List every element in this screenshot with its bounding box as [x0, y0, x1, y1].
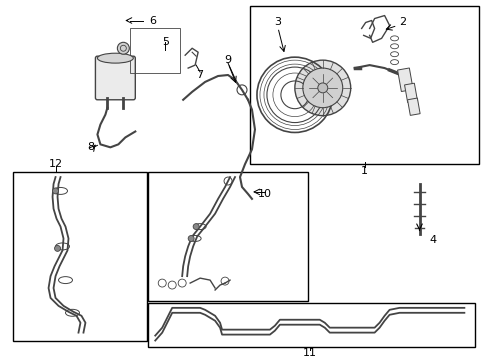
Circle shape — [317, 83, 327, 93]
Bar — [407, 98, 419, 116]
Circle shape — [188, 235, 194, 242]
Circle shape — [55, 246, 61, 251]
Text: 7: 7 — [196, 70, 203, 80]
Text: 2: 2 — [398, 18, 405, 27]
Bar — [404, 83, 417, 103]
Text: 4: 4 — [429, 235, 436, 246]
Circle shape — [117, 42, 129, 54]
Ellipse shape — [97, 53, 133, 63]
Bar — [148, 172, 307, 301]
Bar — [130, 28, 180, 73]
Circle shape — [52, 188, 59, 194]
Text: 5: 5 — [162, 37, 168, 47]
Bar — [13, 172, 147, 341]
Text: 8: 8 — [87, 142, 94, 152]
Text: 9: 9 — [224, 55, 231, 65]
Text: 12: 12 — [48, 159, 62, 169]
Bar — [148, 303, 474, 347]
Text: 1: 1 — [361, 166, 367, 176]
Text: 3: 3 — [274, 18, 281, 27]
Bar — [249, 6, 478, 164]
Circle shape — [302, 68, 342, 108]
Text: 11: 11 — [302, 348, 316, 359]
Circle shape — [294, 60, 350, 116]
Text: 6: 6 — [148, 15, 156, 26]
Circle shape — [193, 224, 199, 230]
FancyBboxPatch shape — [95, 56, 135, 100]
Text: 10: 10 — [257, 189, 271, 199]
Bar — [397, 68, 412, 91]
